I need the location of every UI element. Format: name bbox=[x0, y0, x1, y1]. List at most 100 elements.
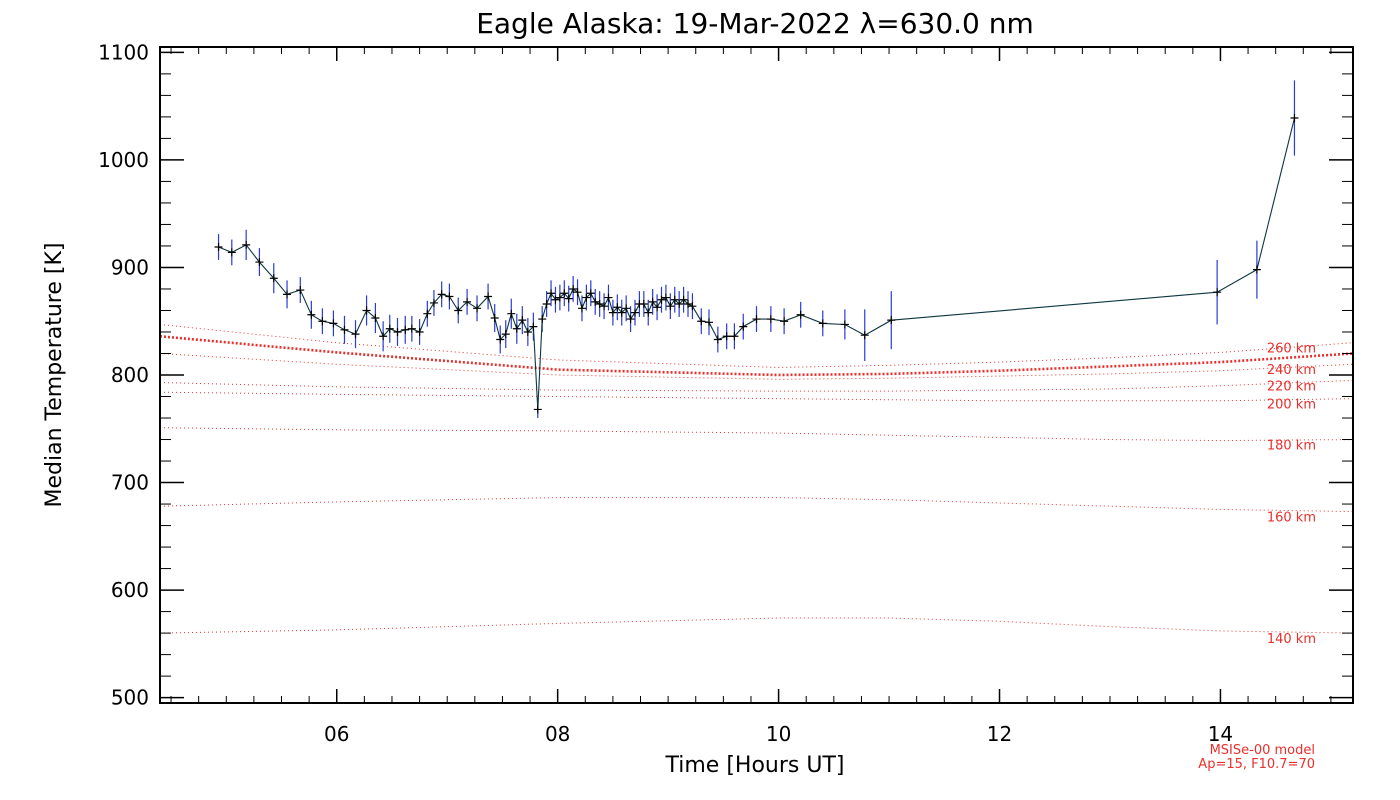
data-point bbox=[340, 325, 349, 334]
data-point bbox=[283, 290, 292, 299]
data-point bbox=[269, 274, 278, 283]
data-point bbox=[542, 300, 551, 309]
data-point bbox=[608, 308, 617, 317]
data-point bbox=[697, 317, 706, 326]
data-point bbox=[818, 319, 827, 328]
model-note-line-1: MSISe-00 model bbox=[1210, 743, 1315, 758]
data-point bbox=[648, 297, 657, 306]
data-point bbox=[730, 332, 739, 341]
data-point bbox=[688, 302, 697, 311]
data-point bbox=[613, 303, 622, 312]
y-tick-label: 700 bbox=[111, 471, 149, 495]
data-point bbox=[351, 330, 360, 339]
data-point bbox=[622, 304, 631, 313]
data-point bbox=[1252, 265, 1261, 274]
data-point bbox=[393, 327, 402, 336]
model-curve-label: 220 km bbox=[1267, 379, 1316, 394]
data-point bbox=[679, 295, 688, 304]
y-tick-label: 600 bbox=[111, 578, 149, 602]
data-point bbox=[1213, 288, 1222, 297]
data-point bbox=[569, 284, 578, 293]
data-point bbox=[463, 297, 472, 306]
data-point bbox=[371, 314, 380, 323]
data-point bbox=[630, 308, 639, 317]
model-curve-label: 240 km bbox=[1267, 363, 1316, 378]
data-point bbox=[661, 293, 670, 302]
data-point bbox=[484, 292, 493, 301]
data-point bbox=[555, 293, 564, 302]
data-point bbox=[318, 317, 327, 326]
x-tick-label: 10 bbox=[766, 722, 791, 746]
temperature-line bbox=[218, 117, 1296, 410]
data-point bbox=[538, 315, 547, 324]
data-point bbox=[454, 306, 463, 315]
data-point bbox=[551, 295, 560, 304]
data-point bbox=[296, 286, 305, 295]
data-point bbox=[684, 300, 693, 309]
data-point bbox=[490, 314, 499, 323]
y-tick-label: 800 bbox=[111, 363, 149, 387]
y-tick-label: 1000 bbox=[98, 148, 149, 172]
y-tick-label: 900 bbox=[111, 255, 149, 279]
model-curve-label: 260 km bbox=[1267, 342, 1316, 357]
data-point bbox=[573, 288, 582, 297]
data-point bbox=[675, 300, 684, 309]
data-point bbox=[523, 327, 532, 336]
data-point bbox=[473, 304, 482, 313]
model-curve bbox=[159, 324, 1354, 369]
data-point bbox=[496, 335, 505, 344]
data-point bbox=[887, 316, 896, 325]
data-point bbox=[705, 318, 714, 327]
data-point bbox=[445, 292, 454, 301]
data-point bbox=[1290, 113, 1299, 122]
measurement-series bbox=[214, 80, 1299, 419]
data-point bbox=[407, 324, 416, 333]
data-point bbox=[796, 310, 805, 319]
data-point bbox=[227, 248, 236, 257]
data-point bbox=[653, 303, 662, 312]
data-point bbox=[604, 293, 613, 302]
data-point bbox=[547, 289, 556, 298]
data-point bbox=[840, 320, 849, 329]
model-curve-label: 160 km bbox=[1267, 511, 1316, 526]
y-axis-label: Median Temperature [K] bbox=[42, 243, 67, 508]
data-point bbox=[582, 293, 591, 302]
data-point bbox=[722, 332, 731, 341]
axis-ticks: 06 08 10 12 14 500 600 700 800 900 1000 1100 bbox=[98, 40, 1353, 746]
data-point bbox=[385, 324, 394, 333]
data-point bbox=[670, 295, 679, 304]
data-point bbox=[713, 335, 722, 344]
data-point bbox=[307, 310, 316, 319]
model-curve-label: 140 km bbox=[1267, 632, 1316, 647]
data-point bbox=[533, 405, 542, 414]
data-point bbox=[739, 322, 748, 331]
data-point bbox=[423, 309, 432, 318]
data-point bbox=[379, 332, 388, 341]
model-curve bbox=[159, 379, 1354, 392]
data-point bbox=[512, 324, 521, 333]
data-point bbox=[666, 302, 675, 311]
model-curve bbox=[159, 391, 1353, 402]
data-point bbox=[644, 308, 653, 317]
data-point bbox=[860, 331, 869, 340]
data-point bbox=[429, 298, 438, 307]
data-point bbox=[560, 289, 569, 298]
model-note-line-2: Ap=15, F10.7=70 bbox=[1198, 757, 1315, 772]
data-point bbox=[242, 240, 251, 249]
data-point bbox=[626, 315, 635, 324]
data-point bbox=[415, 327, 424, 336]
data-point bbox=[586, 289, 595, 298]
x-tick-label: 08 bbox=[545, 722, 570, 746]
data-point bbox=[766, 315, 775, 324]
data-point bbox=[780, 317, 789, 326]
data-point bbox=[437, 290, 446, 299]
data-point bbox=[362, 306, 371, 315]
model-curve bbox=[159, 335, 1354, 377]
data-point bbox=[617, 308, 626, 317]
data-point bbox=[595, 300, 604, 309]
data-point bbox=[600, 302, 609, 311]
data-point bbox=[639, 300, 648, 309]
data-point bbox=[657, 295, 666, 304]
